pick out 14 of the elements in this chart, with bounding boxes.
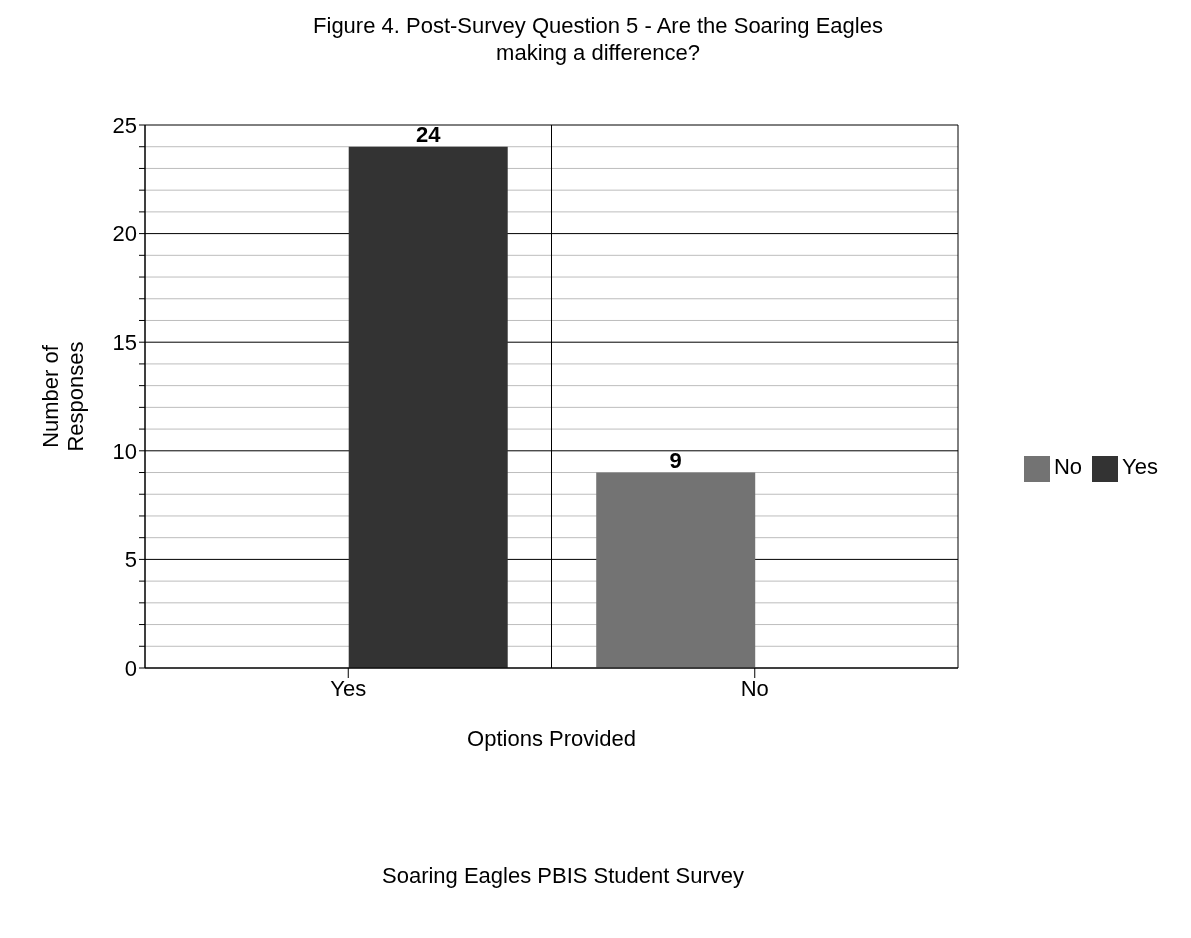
y-tick-label: 10 [112, 438, 137, 464]
data-label: 24 [415, 121, 442, 147]
y-axis-title: Number of Responses [38, 341, 88, 452]
y-tick-label: 20 [112, 221, 137, 247]
y-tick-label: 15 [112, 330, 137, 356]
chart-title: Figure 4. Post-Survey Question 5 - Are the Soaring Eagles making a difference? [312, 12, 884, 66]
text: Soaring Eagles PBIS Student Survey [381, 863, 745, 889]
legend-label: Yes [1122, 454, 1158, 480]
y-tick-label: 5 [124, 547, 137, 573]
y-tick-label: 0 [124, 655, 137, 681]
data-label: 9 [669, 447, 682, 473]
x-axis-title: Options Provided [466, 726, 637, 752]
legend-label: No [1053, 454, 1083, 480]
y-tick-label: 25 [112, 112, 137, 138]
